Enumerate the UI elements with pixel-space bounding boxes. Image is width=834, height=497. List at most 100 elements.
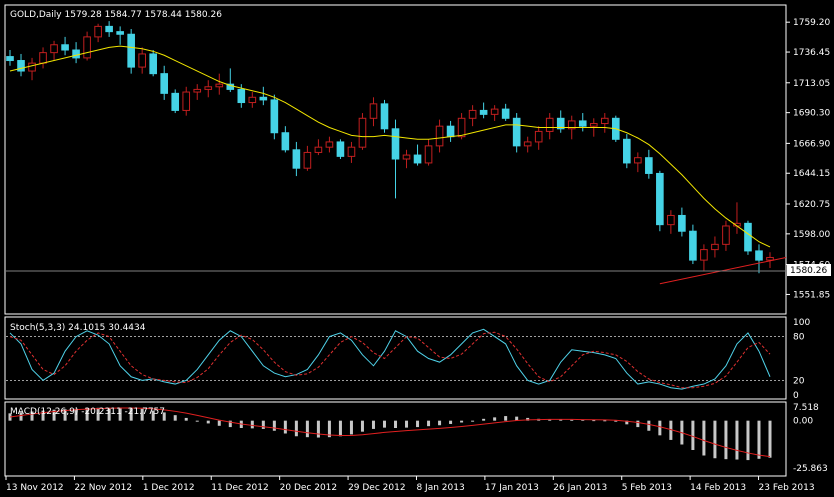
candle-body: [457, 117, 466, 138]
date-tick-label: 8 Jan 2013: [416, 483, 464, 493]
macd-bar: [129, 407, 133, 421]
stoch-axis-ticks: 100 80 20 0: [6, 318, 810, 401]
macd-bar: [41, 410, 45, 421]
stoch-main-line: [9, 328, 771, 390]
date-tick-label: 13 Nov 2012: [6, 483, 64, 493]
candle-body: [226, 83, 235, 90]
price-title: GOLD,Daily 1579.28 1584.77 1578.44 1580.…: [10, 10, 222, 20]
price-tick-label: 1620.75: [793, 200, 830, 210]
candle-body: [402, 154, 411, 160]
macd-bar: [338, 420, 342, 437]
macd-bar: [195, 420, 199, 422]
macd-bar: [107, 407, 111, 421]
macd-bar: [30, 411, 34, 421]
macd-bar: [162, 412, 166, 421]
macd-bar: [118, 407, 122, 421]
candle-body: [193, 88, 202, 93]
candle-body: [446, 125, 455, 138]
candle-body: [556, 117, 565, 130]
candle-body: [667, 214, 675, 226]
macd-bar: [647, 420, 651, 431]
macd-bar: [85, 408, 89, 421]
candle-body: [490, 108, 499, 115]
date-tick-label: 20 Dec 2012: [280, 483, 338, 493]
macd-bar: [305, 420, 309, 438]
macd-tick-label: 0.00: [793, 417, 813, 427]
macd-bar: [19, 412, 23, 421]
candle-body: [744, 222, 752, 252]
date-tick-label: 22 Nov 2012: [74, 483, 132, 493]
candle-body: [645, 157, 653, 174]
macd-bar: [173, 415, 177, 421]
macd-bar: [614, 420, 618, 422]
macd-bar: [757, 420, 761, 459]
current-price-box: [787, 264, 831, 276]
candle-body: [424, 145, 433, 164]
candle-body: [523, 141, 532, 147]
macd-bar: [746, 420, 750, 461]
macd-bar: [371, 420, 375, 429]
stoch-title: Stoch(5,3,3) 24.1015 30.4434: [10, 323, 146, 333]
candle-body: [468, 109, 477, 119]
candle-body: [94, 25, 102, 38]
candle-body: [380, 103, 389, 130]
macd-bar: [449, 420, 453, 424]
candle-body: [204, 86, 213, 90]
date-tick-label: 14 Feb 2013: [690, 483, 746, 493]
date-tick-label: 26 Jan 2013: [553, 483, 607, 493]
candle-body: [689, 230, 697, 261]
stoch-lines: [9, 328, 771, 390]
macd-bar: [250, 420, 254, 429]
macd-title: MACD(12,26,9) -20.2311 -21.7757: [10, 407, 165, 417]
stoch-tick-label: 80: [793, 333, 805, 343]
macd-bar: [261, 420, 265, 429]
macd-bar: [515, 416, 519, 421]
macd-bar: [74, 408, 78, 421]
candle-body: [116, 31, 124, 35]
candle-body: [248, 96, 257, 104]
macd-bar: [63, 409, 67, 421]
candle-body: [358, 117, 367, 148]
candle-body: [127, 33, 135, 68]
macd-bar: [625, 420, 629, 425]
candle-body: [17, 60, 25, 72]
candle-body: [578, 120, 587, 127]
candle-body: [215, 83, 224, 88]
macd-tick-label: -25.863: [793, 464, 828, 474]
candle-body: [413, 154, 422, 164]
date-tick-label: 11 Dec 2012: [211, 483, 268, 493]
candle-body: [501, 108, 510, 119]
macd-bar: [768, 420, 772, 458]
macd-bar: [272, 420, 276, 431]
candle-body: [391, 128, 400, 160]
macd-bar: [349, 420, 353, 435]
macd-bar: [658, 420, 662, 436]
date-tick-label: 23 Feb 2013: [759, 483, 815, 493]
macd-bar: [140, 408, 144, 421]
candle-body: [149, 53, 157, 75]
candle-body: [182, 91, 191, 111]
candle-body: [700, 249, 708, 261]
date-tick-label: 29 Dec 2012: [348, 483, 406, 493]
macd-bar: [669, 420, 673, 440]
macd-bar: [427, 420, 431, 427]
candle-body: [160, 73, 169, 94]
macd-bar: [316, 420, 320, 438]
macd-bar: [724, 420, 728, 460]
candle-body: [72, 49, 80, 59]
candle-body: [6, 56, 14, 62]
macd-bar: [184, 417, 188, 421]
macd-tick-label: 7.518: [793, 403, 819, 413]
macd-bar: [382, 420, 386, 428]
candle-body: [237, 88, 246, 104]
candle-body: [171, 92, 180, 111]
macd-bar: [416, 420, 420, 428]
candle-body: [711, 243, 719, 251]
macd-bar: [570, 419, 574, 421]
macd-bar: [460, 420, 464, 423]
macd-bar: [96, 407, 100, 421]
candle-body: [281, 132, 290, 151]
macd-bar: [151, 410, 155, 421]
macd-bar: [438, 420, 442, 426]
candle-body: [722, 225, 730, 245]
